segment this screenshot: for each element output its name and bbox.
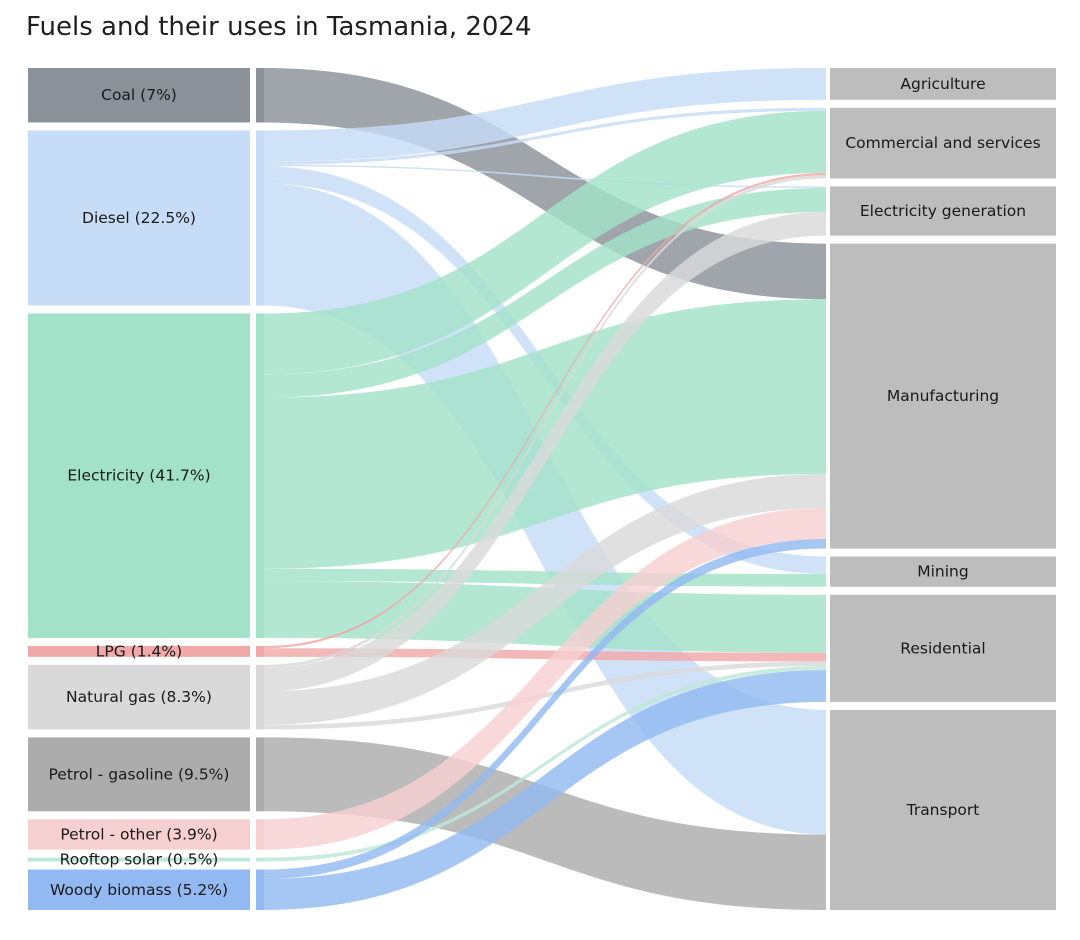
source-node-coal	[28, 68, 250, 123]
source-bar-gas	[256, 664, 264, 730]
flow-electricity-to-elecgen	[264, 188, 826, 398]
source-bar-coal	[256, 68, 264, 123]
flow-petrol_other-to-manufacturing	[264, 508, 826, 850]
target-node-transport	[830, 709, 1056, 910]
source-bar-petrol_other	[256, 819, 264, 850]
flow-diesel-to-commercial	[264, 107, 826, 165]
source-label-lpg: LPG (1.4%)	[96, 642, 182, 660]
target-label-mining: Mining	[917, 563, 968, 581]
source-label-petrol_other: Petrol - other (3.9%)	[60, 825, 217, 843]
source-node-gasoline	[28, 737, 250, 812]
source-node-gas	[28, 664, 250, 730]
flow-solar-to-residential	[264, 666, 826, 862]
target-node-residential	[830, 594, 1056, 702]
target-node-commercial	[830, 107, 1056, 179]
source-label-coal: Coal (7%)	[101, 86, 177, 104]
flow-gas-to-residential	[264, 661, 826, 730]
flow-lpg-to-residential	[264, 648, 826, 662]
source-node-lpg	[28, 645, 250, 657]
target-node-agriculture	[830, 68, 1056, 100]
flow-diesel-to-agriculture	[264, 68, 826, 162]
source-label-solar: Rooftop solar (0.5%)	[60, 851, 219, 869]
source-label-biomass: Woody biomass (5.2%)	[50, 881, 228, 899]
source-bar-solar	[256, 857, 264, 862]
source-node-petrol_other	[28, 819, 250, 850]
target-label-commercial: Commercial and services	[845, 134, 1040, 152]
chart-title: Fuels and their uses in Tasmania, 2024	[26, 12, 532, 42]
nodes	[28, 68, 1056, 910]
source-label-diesel: Diesel (22.5%)	[82, 209, 196, 227]
flow-electricity-to-manufacturing	[264, 299, 826, 569]
flow-gas-to-commercial	[264, 175, 826, 668]
source-node-solar	[28, 857, 250, 862]
target-node-mining	[830, 556, 1056, 587]
target-node-manufacturing	[830, 243, 1056, 549]
source-bar-electricity	[256, 313, 264, 638]
flow-gas-to-manufacturing	[264, 473, 826, 725]
source-bar-gasoline	[256, 737, 264, 812]
target-label-residential: Residential	[900, 639, 985, 657]
target-label-transport: Transport	[906, 801, 980, 819]
target-node-elecgen	[830, 186, 1056, 236]
source-bar-biomass	[256, 869, 264, 910]
node-labels: Coal (7%) Diesel (22.5%) Electricity (41.7…	[49, 75, 1041, 899]
flow-links	[264, 68, 826, 910]
flow-biomass-to-manufacturing	[264, 539, 826, 879]
target-label-elecgen: Electricity generation	[860, 202, 1026, 220]
source-label-electricity: Electricity (41.7%)	[67, 467, 210, 485]
source-node-biomass	[28, 869, 250, 910]
flow-gasoline-to-transport	[264, 737, 826, 910]
source-bar-diesel	[256, 130, 264, 306]
source-bar-lpg	[256, 645, 264, 657]
source-label-gas: Natural gas (8.3%)	[66, 688, 212, 706]
source-label-gasoline: Petrol - gasoline (9.5%)	[49, 765, 230, 783]
flow-electricity-to-commercial	[264, 110, 826, 375]
flow-lpg-to-commercial	[264, 172, 826, 649]
source-node-diesel	[28, 130, 250, 306]
target-label-agriculture: Agriculture	[900, 75, 985, 93]
flow-biomass-to-residential	[264, 670, 826, 910]
flow-diesel-to-elecgen	[264, 164, 826, 189]
target-label-manufacturing: Manufacturing	[887, 387, 999, 405]
flow-gas-to-elecgen	[264, 211, 826, 692]
source-node-electricity	[28, 313, 250, 638]
